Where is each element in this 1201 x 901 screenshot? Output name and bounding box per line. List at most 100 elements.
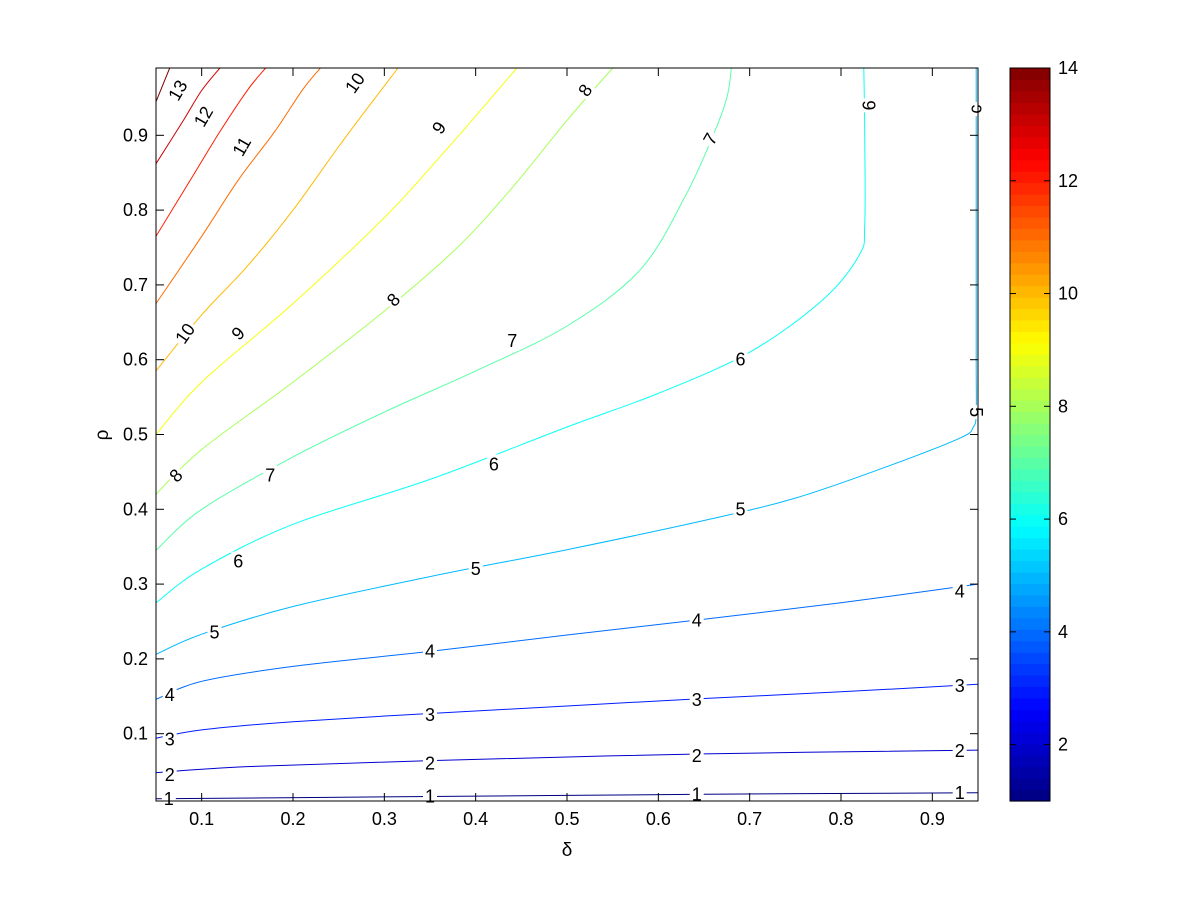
colorbar-segment — [1010, 228, 1050, 241]
colorbar-frame — [1009, 67, 1051, 802]
colorbar-tick-label: 6 — [1058, 509, 1068, 529]
colorbar-segment — [1010, 503, 1050, 516]
colorbar-tick-label: 10 — [1058, 284, 1078, 304]
colorbar-segment — [1010, 79, 1050, 92]
contour-label: 5 — [207, 622, 222, 643]
colorbar-segment — [1010, 743, 1050, 756]
colorbar-segment — [1010, 171, 1050, 184]
colorbar-segment — [1010, 457, 1050, 470]
colorbar-segment — [1010, 159, 1050, 172]
contour-label-text: 3 — [165, 730, 175, 750]
colorbar-tick-label: 4 — [1058, 622, 1068, 642]
x-tick-label: 0.1 — [189, 809, 214, 829]
colorbar-segment — [1010, 365, 1050, 378]
y-tick-label: 0.9 — [123, 125, 148, 145]
contour-label-text: 5 — [471, 559, 481, 579]
contour-label-text: 5 — [735, 499, 745, 519]
contour-label: 5 — [966, 405, 987, 420]
contour-label: 5 — [468, 559, 483, 580]
contour-label-text: 4 — [692, 611, 702, 631]
colorbar-segment — [1010, 652, 1050, 665]
colorbar-segment — [1010, 549, 1050, 562]
colorbar-segment — [1010, 377, 1050, 390]
colorbar-segment — [1010, 480, 1050, 493]
colorbar-tick-label: 8 — [1058, 396, 1068, 416]
contour-label: 3 — [952, 675, 967, 696]
colorbar-segment — [1010, 102, 1050, 115]
colorbar-segment — [1010, 675, 1050, 688]
x-tick-label: 0.6 — [646, 809, 671, 829]
colorbar: 2 4 6 8 10 12 14 — [1009, 58, 1078, 802]
colorbar-segment — [1010, 663, 1050, 676]
colorbar-segment — [1010, 90, 1050, 103]
colorbar-segment — [1010, 789, 1050, 802]
colorbar-segment — [1010, 537, 1050, 550]
contour-label-text: 1 — [955, 783, 965, 803]
contour-label: 6 — [486, 454, 501, 475]
contour-label: 6 — [231, 551, 246, 572]
contour-label: 4 — [689, 610, 704, 631]
contour-label-text: 7 — [265, 466, 275, 486]
colorbar-segment — [1010, 400, 1050, 413]
contour-label-text: c — [965, 105, 985, 114]
contour-line-11 — [156, 68, 321, 304]
colorbar-segment — [1010, 193, 1050, 207]
contour-line-3 — [156, 683, 978, 739]
contour-label: c — [965, 102, 986, 117]
contour-label: 3 — [689, 690, 704, 710]
y-tick-label: 0.6 — [123, 350, 148, 370]
colorbar-segment — [1010, 354, 1050, 367]
colorbar-segment — [1010, 560, 1050, 573]
colorbar-segment — [1010, 686, 1050, 699]
contour-label-text: 3 — [692, 690, 702, 710]
colorbar-segment — [1010, 251, 1050, 264]
colorbar-segment — [1010, 617, 1050, 630]
colorbar-segment — [1010, 274, 1050, 287]
colorbar-segment — [1010, 514, 1050, 527]
contour-label: 2 — [952, 740, 967, 761]
contour-label-text: 4 — [425, 641, 435, 661]
y-tick-label: 0.8 — [123, 200, 148, 220]
contour-label-text: 6 — [233, 552, 243, 572]
colorbar-segment — [1010, 113, 1050, 126]
colorbar-segment — [1010, 594, 1050, 607]
contour-label-text: 6 — [735, 350, 745, 370]
colorbar-segment — [1010, 388, 1050, 401]
contour-label: 6 — [859, 98, 880, 113]
colorbar-segment — [1010, 216, 1050, 229]
colorbar-segment — [1010, 732, 1050, 745]
x-tick-label: 0.5 — [554, 809, 579, 829]
contour-label-text: 6 — [859, 100, 879, 110]
contour-line-10 — [156, 68, 399, 372]
x-axis-ticks: 0.1 0.2 0.3 0.4 0.5 0.6 0.7 0.8 0.9 — [189, 68, 945, 829]
contour-label-text: 2 — [165, 765, 175, 785]
contour-line-8 — [156, 68, 614, 495]
colorbar-segment — [1010, 629, 1050, 642]
contour-line-4 — [156, 583, 978, 700]
colorbar-segment — [1010, 319, 1050, 333]
contour-line-9 — [156, 68, 518, 435]
colorbar-segment — [1010, 778, 1050, 791]
x-tick-label: 0.7 — [737, 809, 762, 829]
colorbar-segment — [1010, 583, 1050, 596]
x-tick-label: 0.4 — [463, 809, 488, 829]
contour-line-2 — [156, 749, 978, 774]
contour-label-text: 2 — [955, 741, 965, 761]
y-tick-label: 0.2 — [123, 649, 148, 669]
colorbar-segment — [1010, 526, 1050, 539]
colorbar-segment — [1010, 125, 1050, 138]
contour-label-text: 1 — [164, 789, 174, 809]
colorbar-segment — [1010, 342, 1050, 355]
x-axis-label: δ — [562, 840, 573, 861]
colorbar-segment — [1010, 766, 1050, 779]
colorbar-segment — [1010, 720, 1050, 733]
y-tick-label: 0.4 — [123, 499, 148, 519]
colorbar-tick-label: 14 — [1058, 58, 1078, 78]
contour-label-text: 2 — [692, 746, 702, 766]
colorbar-segment — [1010, 709, 1050, 722]
colorbar-segment — [1010, 434, 1050, 447]
colorbar-segment — [1010, 411, 1050, 424]
colorbar-segment — [1010, 755, 1050, 768]
contour-label: 1 — [689, 784, 704, 805]
